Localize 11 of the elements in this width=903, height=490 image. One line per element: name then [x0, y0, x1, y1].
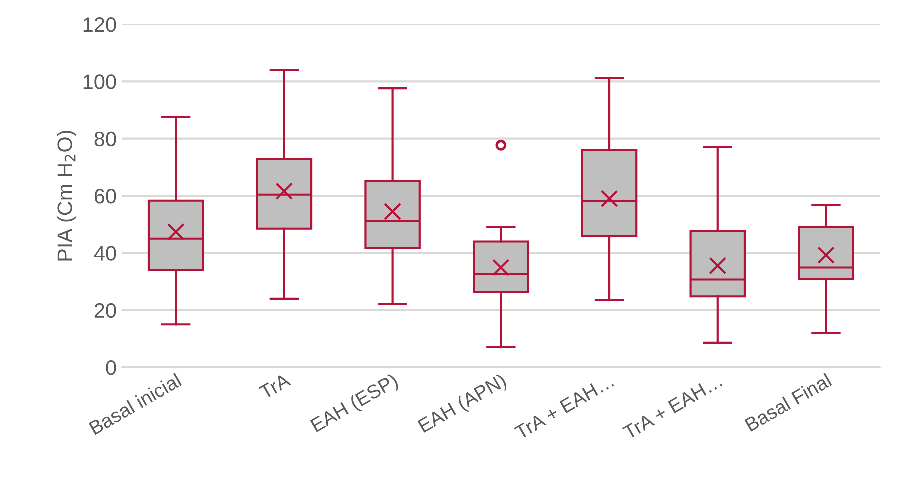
x-tick-label: TrA + EAH…	[622, 374, 723, 440]
y-tick-label: 80	[94, 132, 116, 147]
y-tick-label: 100	[84, 74, 116, 90]
y-tick-label: 60	[94, 189, 116, 204]
y-tick-label: 0	[106, 360, 116, 376]
x-tick-label: TrA	[258, 373, 292, 400]
y-axis-title: PIA (Cm H$_{2}$O)	[57, 131, 77, 261]
y-tick-label: 120	[84, 18, 116, 32]
y-tick-label: 40	[94, 246, 116, 261]
x-tick-label: TrA + EAH…	[514, 374, 614, 440]
y-tick-label: 20	[94, 303, 116, 318]
